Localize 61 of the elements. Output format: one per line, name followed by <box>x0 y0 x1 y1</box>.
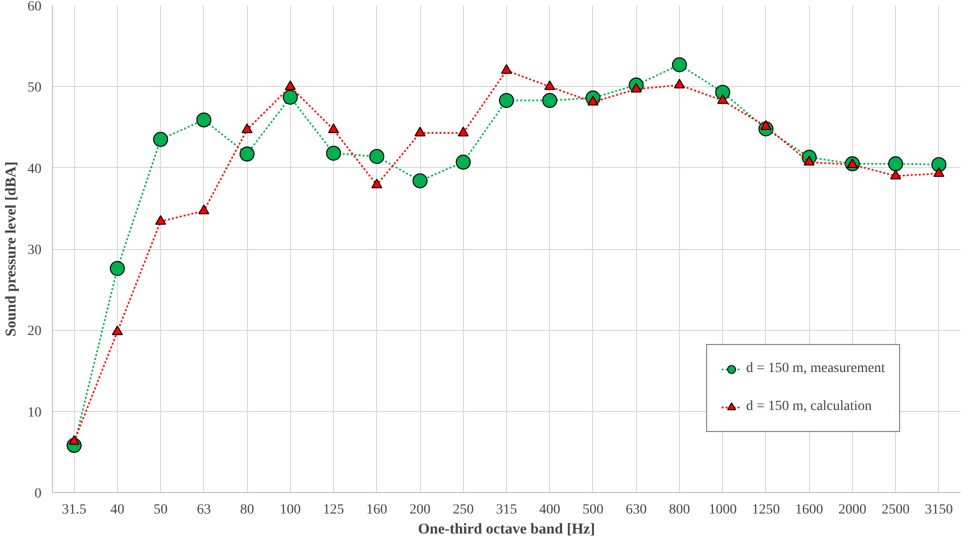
x-tick-label: 63 <box>196 502 211 518</box>
x-tick-label: 800 <box>668 502 690 518</box>
x-tick-label: 200 <box>410 502 431 518</box>
point <box>672 57 687 72</box>
point <box>458 126 469 136</box>
x-tick-label: 100 <box>280 502 301 518</box>
x-tick-label: 31.5 <box>62 502 86 518</box>
point <box>282 90 298 105</box>
x-tick-label: 160 <box>366 502 388 518</box>
x-tick-label: 500 <box>582 502 604 518</box>
point <box>674 78 685 88</box>
point <box>326 146 342 161</box>
point <box>499 92 514 108</box>
x-tick-label: 1250 <box>752 502 780 518</box>
x-tick-label: 250 <box>452 502 474 518</box>
point <box>328 123 340 134</box>
point <box>110 260 125 276</box>
x-tick-label: 400 <box>539 502 560 518</box>
y-tick-label: 30 <box>28 243 42 258</box>
x-tick-label: 1600 <box>795 502 824 518</box>
point <box>155 215 166 225</box>
x-tick-label: 630 <box>626 502 647 518</box>
x-tick-label: 1000 <box>708 502 737 518</box>
y-tick-label: 60 <box>28 0 42 14</box>
legend-label: d = 150 m, measurement <box>746 361 885 377</box>
point <box>412 173 428 188</box>
point <box>198 204 210 214</box>
point <box>501 64 512 74</box>
point <box>369 148 384 164</box>
point <box>242 123 253 134</box>
point <box>196 112 212 128</box>
point <box>931 157 946 172</box>
x-tick-label: 40 <box>110 502 124 518</box>
x-axis-title: One-third octave band [Hz] <box>418 522 596 538</box>
point <box>888 156 904 172</box>
x-tick-label: 2000 <box>838 502 866 518</box>
point <box>717 94 728 104</box>
point <box>890 170 902 180</box>
point <box>414 126 426 136</box>
point <box>153 132 168 147</box>
x-tick-label: 50 <box>154 502 168 518</box>
legend-label: d = 150 m, calculation <box>746 399 872 415</box>
point <box>112 326 123 336</box>
point <box>240 146 255 162</box>
x-tick-label: 3150 <box>924 502 953 518</box>
point <box>542 92 558 108</box>
point <box>544 80 556 90</box>
y-tick-label: 40 <box>28 162 42 177</box>
y-tick-label: 0 <box>34 486 42 502</box>
point <box>933 167 944 177</box>
x-tick-label: 125 <box>323 502 344 518</box>
y-tick-label: 20 <box>28 324 42 340</box>
x-tick-label: 315 <box>496 502 517 518</box>
y-axis-title: Sound pressure level [dBA] <box>4 162 20 336</box>
point <box>284 80 296 90</box>
y-tick-label: 10 <box>28 405 42 420</box>
y-tick-label: 50 <box>28 80 42 96</box>
point <box>456 154 471 170</box>
x-tick-label: 2500 <box>882 502 910 518</box>
point <box>371 178 382 188</box>
x-tick-label: 80 <box>240 502 254 518</box>
